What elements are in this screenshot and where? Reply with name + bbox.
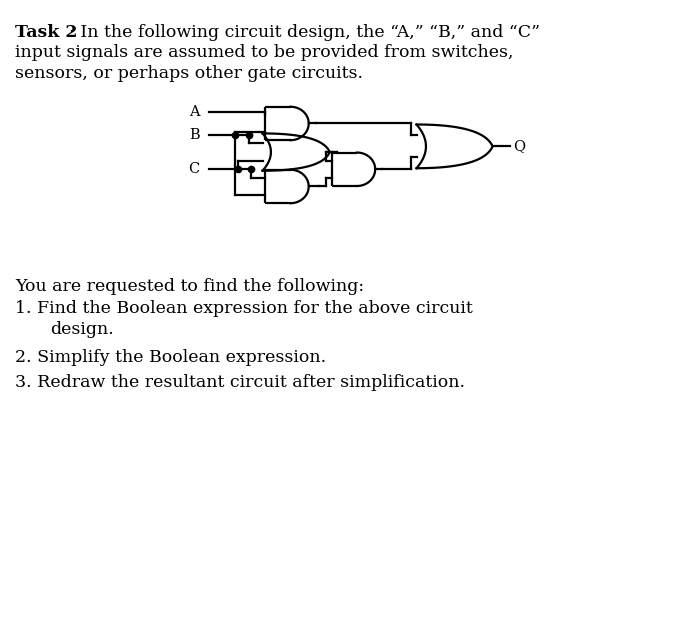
Text: You are requested to find the following:: You are requested to find the following: [15, 278, 365, 294]
Text: 1. Find the Boolean expression for the above circuit: 1. Find the Boolean expression for the a… [15, 300, 473, 316]
Text: C: C [188, 162, 199, 176]
Text: A: A [189, 105, 199, 119]
Text: design.: design. [50, 322, 114, 338]
Text: Q: Q [514, 140, 526, 154]
Text: 3. Redraw the resultant circuit after simplification.: 3. Redraw the resultant circuit after si… [15, 374, 466, 391]
Text: B: B [189, 128, 199, 142]
Text: 2. Simplify the Boolean expression.: 2. Simplify the Boolean expression. [15, 349, 326, 365]
Text: : In the following circuit design, the “A,” “B,” and “C”: : In the following circuit design, the “… [69, 24, 540, 41]
Text: input signals are assumed to be provided from switches,: input signals are assumed to be provided… [15, 44, 514, 61]
Text: sensors, or perhaps other gate circuits.: sensors, or perhaps other gate circuits. [15, 65, 363, 82]
Text: Task 2: Task 2 [15, 24, 78, 41]
